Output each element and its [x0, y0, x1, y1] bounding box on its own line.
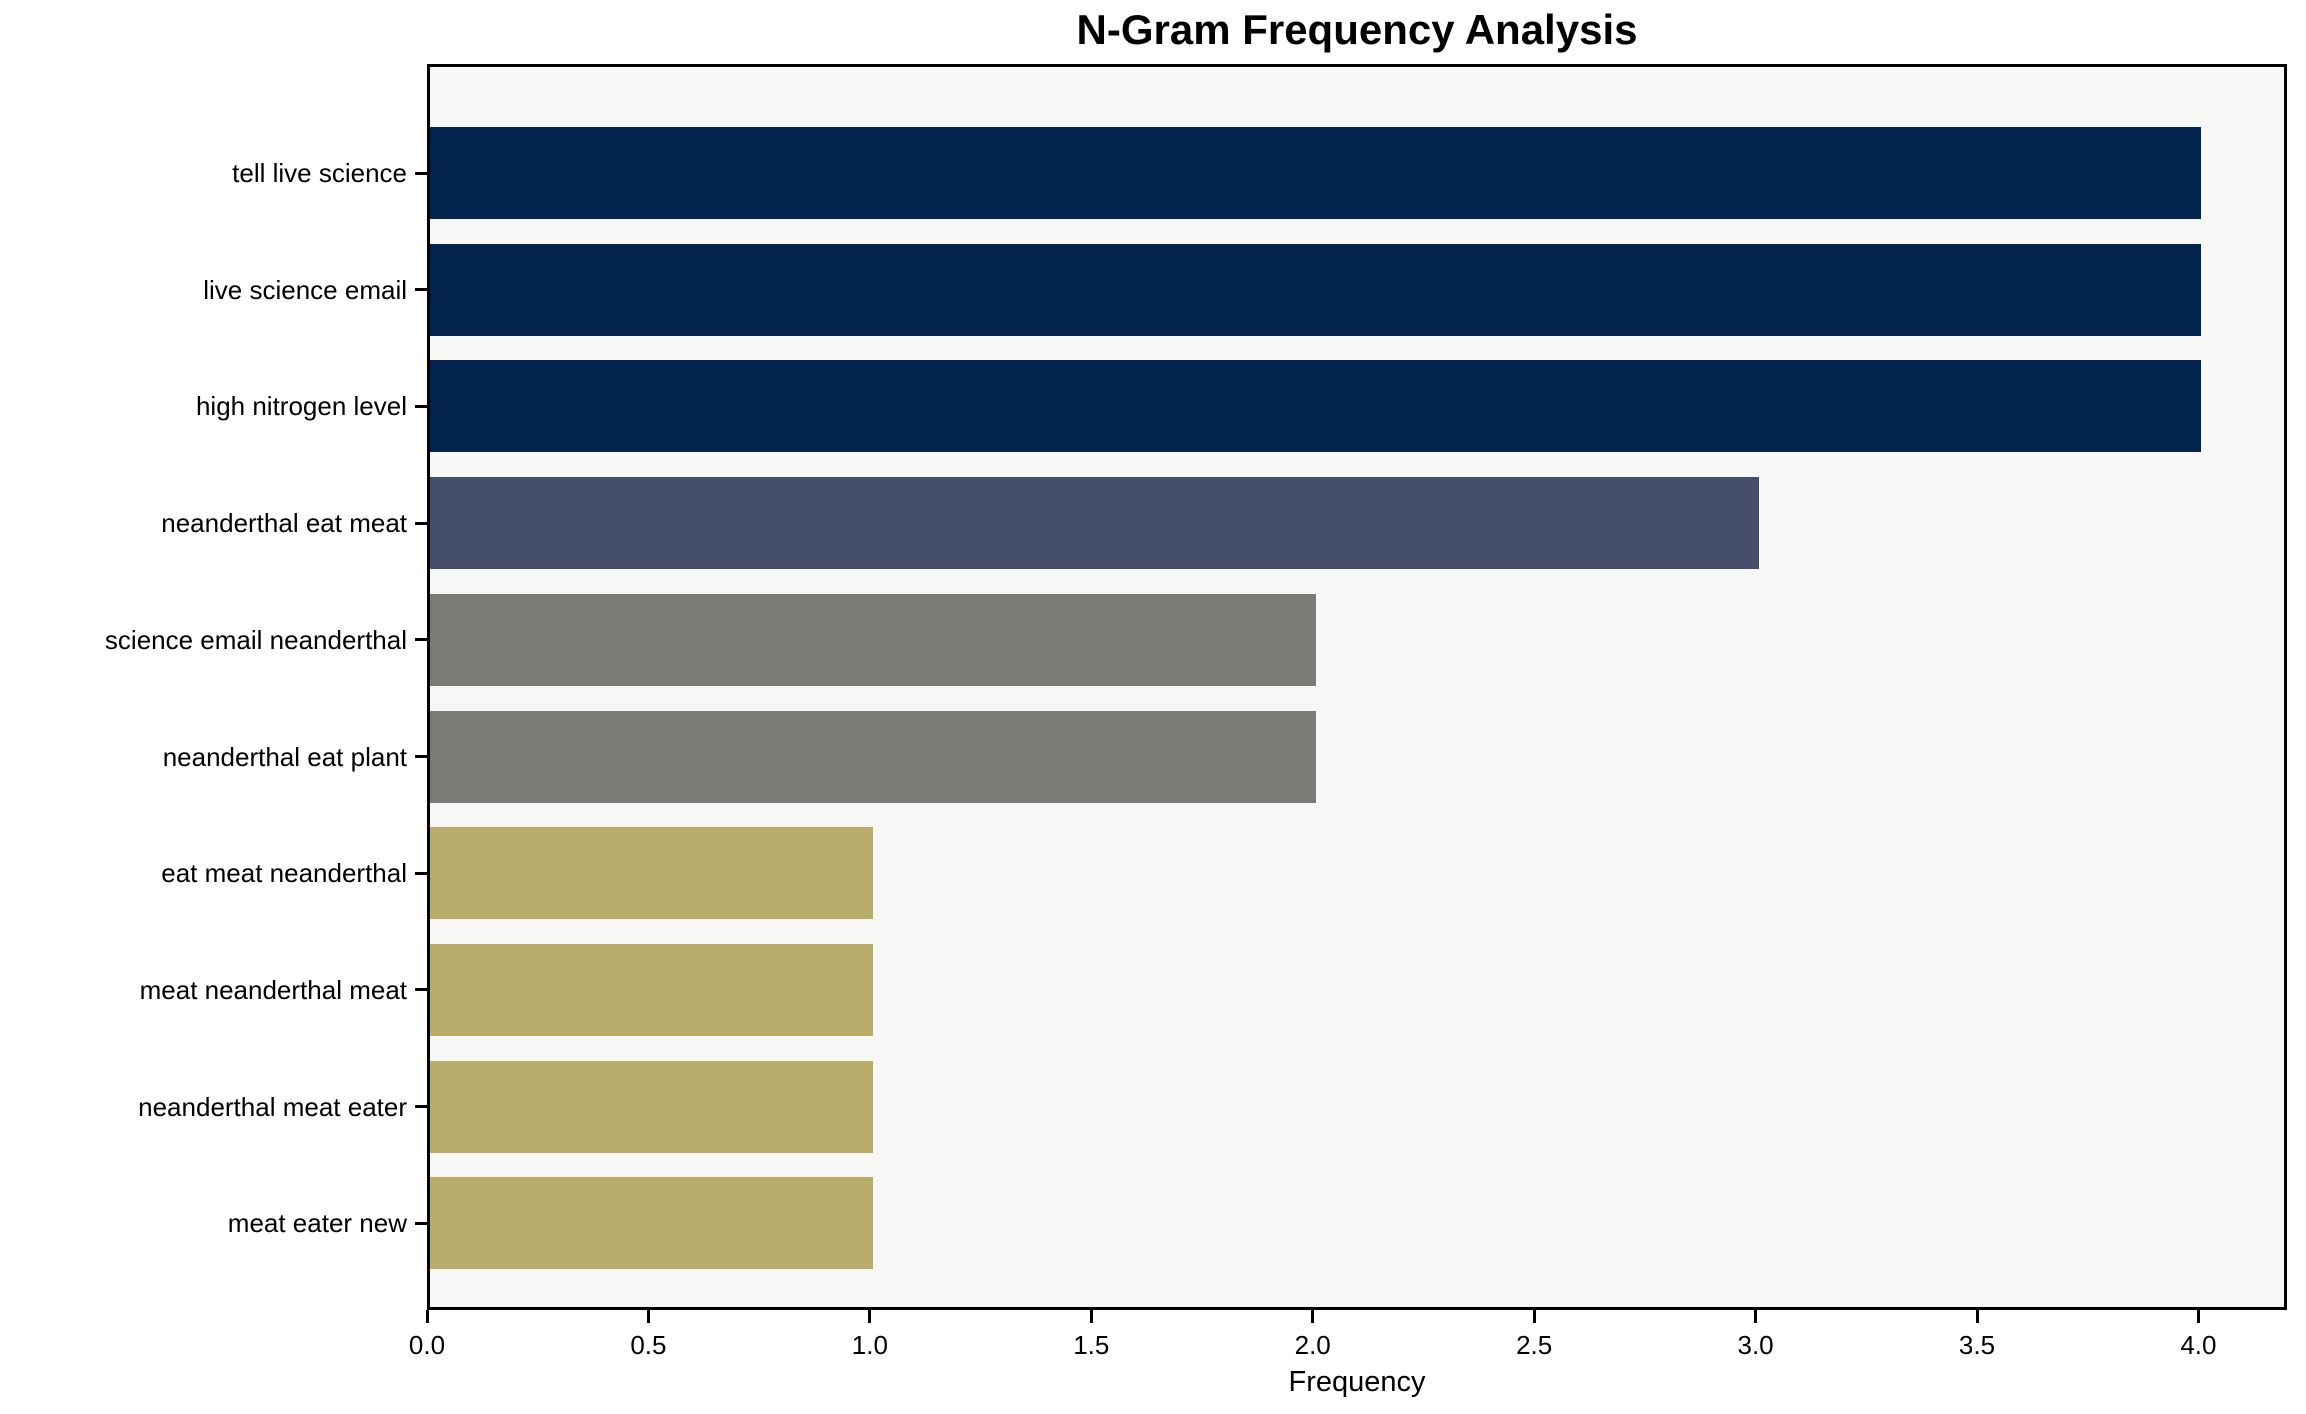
x-tick-label: 3.5 — [1958, 1330, 1996, 1360]
y-tick-mark — [415, 521, 427, 525]
bar — [430, 360, 2202, 453]
y-tick-mark — [415, 288, 427, 292]
y-tick-label: high nitrogen level — [195, 391, 407, 422]
y-tick-label: live science email — [203, 274, 407, 305]
y-tick-mark — [415, 1221, 427, 1225]
y-tick-mark — [415, 988, 427, 992]
y-tick-label: meat neanderthal meat — [139, 974, 407, 1005]
y-tick-mark — [415, 755, 427, 758]
bar — [430, 710, 1316, 803]
x-tick-mark — [1532, 1310, 1536, 1323]
x-tick-mark — [1754, 1310, 1758, 1323]
y-tick-label: neanderthal eat meat — [161, 508, 407, 539]
y-tick-label: meat eater new — [227, 1208, 407, 1239]
x-tick-label: 0.5 — [630, 1330, 667, 1360]
x-tick-label: 2.5 — [1516, 1330, 1553, 1360]
bar — [430, 1177, 873, 1270]
bar — [430, 593, 1316, 686]
bar — [430, 943, 873, 1036]
y-tick-mark — [415, 1105, 427, 1109]
chart-title: N-Gram Frequency Analysis — [1076, 6, 1638, 53]
x-tick-mark — [425, 1310, 429, 1323]
y-tick-label: neanderthal eat plant — [162, 741, 407, 772]
x-tick-label: 4.0 — [2180, 1330, 2217, 1360]
x-tick-mark — [1311, 1310, 1315, 1323]
x-tick-mark — [868, 1310, 872, 1323]
bar — [430, 477, 1759, 570]
bar — [430, 127, 2202, 219]
plot-area — [427, 64, 2287, 1310]
y-tick-mark — [415, 638, 427, 642]
y-tick-label: eat meat neanderthal — [161, 858, 407, 889]
y-tick-mark — [415, 871, 427, 875]
x-tick-label: 1.0 — [851, 1330, 888, 1360]
y-tick-label: tell live science — [232, 158, 407, 188]
y-tick-mark — [415, 404, 427, 408]
x-tick-mark — [1089, 1310, 1093, 1323]
x-tick-label: 2.0 — [1294, 1330, 1331, 1360]
y-tick-mark — [415, 171, 427, 175]
x-axis-label: Frequency — [1288, 1366, 1426, 1398]
bar — [430, 1060, 873, 1153]
x-tick-label: 1.5 — [1073, 1330, 1110, 1360]
x-tick-mark — [646, 1310, 650, 1323]
x-tick-label: 3.0 — [1737, 1330, 1774, 1360]
x-tick-label: 0.0 — [408, 1330, 446, 1360]
x-tick-mark — [2196, 1310, 2200, 1323]
x-tick-mark — [1975, 1310, 1979, 1323]
bar — [430, 827, 873, 920]
y-tick-label: science email neanderthal — [104, 624, 407, 655]
y-tick-label: neanderthal meat eater — [138, 1091, 407, 1122]
bar — [430, 243, 2202, 336]
